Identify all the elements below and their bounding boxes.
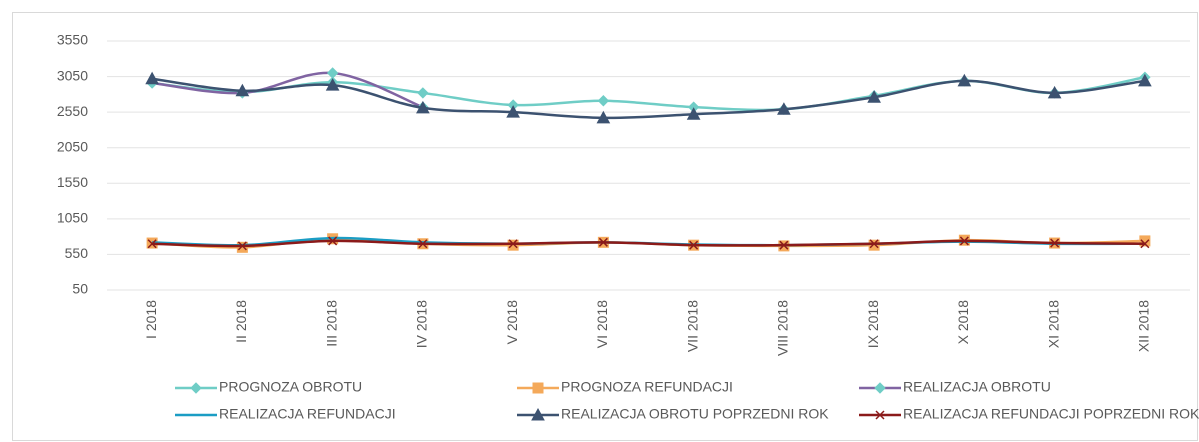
legend-item: REALIZACJA REFUNDACJI — [175, 406, 396, 422]
legend-label: REALIZACJA OBROTU POPRZEDNI ROK — [561, 406, 829, 422]
marker — [328, 236, 338, 246]
x-tick-label: XI 2018 — [1045, 300, 1061, 348]
legend-item: REALIZACJA OBROTU — [859, 379, 1051, 395]
marker — [325, 78, 340, 91]
marker — [1140, 239, 1150, 249]
y-tick-label: 3550 — [57, 32, 88, 48]
marker — [875, 410, 885, 420]
y-tick-label: 2550 — [57, 103, 88, 119]
y-tick-label: 3050 — [57, 67, 88, 83]
marker — [1047, 85, 1062, 99]
legend-label: PROGNOZA REFUNDACJI — [561, 379, 733, 395]
marker — [506, 105, 520, 118]
marker — [869, 239, 879, 249]
legend-item: REALIZACJA OBROTU POPRZEDNI ROK — [517, 406, 829, 422]
legend-label: PROGNOZA OBROTU — [219, 379, 362, 395]
legend-label: REALIZACJA REFUNDACJI — [219, 406, 396, 422]
series-line — [151, 71, 424, 109]
x-tick-label: XII 2018 — [1136, 300, 1152, 352]
x-tick-label: X 2018 — [955, 300, 971, 345]
marker — [145, 71, 159, 85]
y-tick-label: 2050 — [57, 138, 88, 154]
marker — [1139, 235, 1151, 247]
x-tick-label: II 2018 — [233, 300, 249, 343]
marker — [779, 240, 789, 250]
marker — [507, 239, 519, 251]
marker — [417, 87, 429, 99]
legend-label: REALIZACJA OBROTU — [903, 379, 1051, 395]
marker — [416, 100, 430, 114]
marker — [867, 90, 881, 103]
y-tick-label: 1550 — [57, 174, 88, 190]
marker — [686, 107, 701, 120]
x-tick-label: I 2018 — [143, 300, 159, 339]
marker — [531, 407, 545, 421]
y-tick-label: 1050 — [57, 210, 88, 226]
x-tick-label: III 2018 — [323, 300, 339, 347]
x-tick-label: VI 2018 — [594, 300, 610, 348]
legend-label: REALIZACJA REFUNDACJI POPRZEDNI ROK — [903, 406, 1199, 422]
marker — [597, 95, 610, 107]
marker — [532, 382, 544, 394]
marker — [236, 241, 248, 253]
marker — [508, 239, 518, 249]
marker — [1138, 73, 1152, 87]
legend-item: PROGNOZA REFUNDACJI — [517, 379, 733, 395]
series — [145, 71, 1152, 124]
marker — [190, 382, 202, 394]
x-tick-label: IV 2018 — [414, 300, 430, 348]
marker — [777, 102, 791, 115]
marker — [874, 382, 886, 394]
series — [147, 236, 1150, 251]
marker — [235, 83, 250, 97]
x-tick-label: V 2018 — [504, 300, 520, 345]
x-tick-label: VII 2018 — [684, 300, 700, 352]
marker — [598, 237, 608, 247]
legend-item: PROGNOZA OBROTU — [175, 379, 362, 395]
marker — [596, 110, 611, 124]
series-line — [152, 239, 1145, 248]
series-line — [151, 77, 1146, 120]
marker — [418, 239, 428, 249]
marker — [326, 67, 339, 79]
x-tick-label: IX 2018 — [865, 300, 881, 348]
marker — [1050, 238, 1060, 248]
y-tick-label: 550 — [65, 245, 89, 261]
marker — [868, 239, 880, 251]
y-tick-label: 50 — [72, 281, 88, 297]
marker — [959, 236, 969, 246]
marker — [957, 73, 972, 87]
marker — [237, 241, 247, 251]
marker — [689, 240, 699, 250]
x-tick-label: VIII 2018 — [775, 300, 791, 356]
legend-item: REALIZACJA REFUNDACJI POPRZEDNI ROK — [859, 406, 1199, 422]
marker — [147, 239, 157, 249]
